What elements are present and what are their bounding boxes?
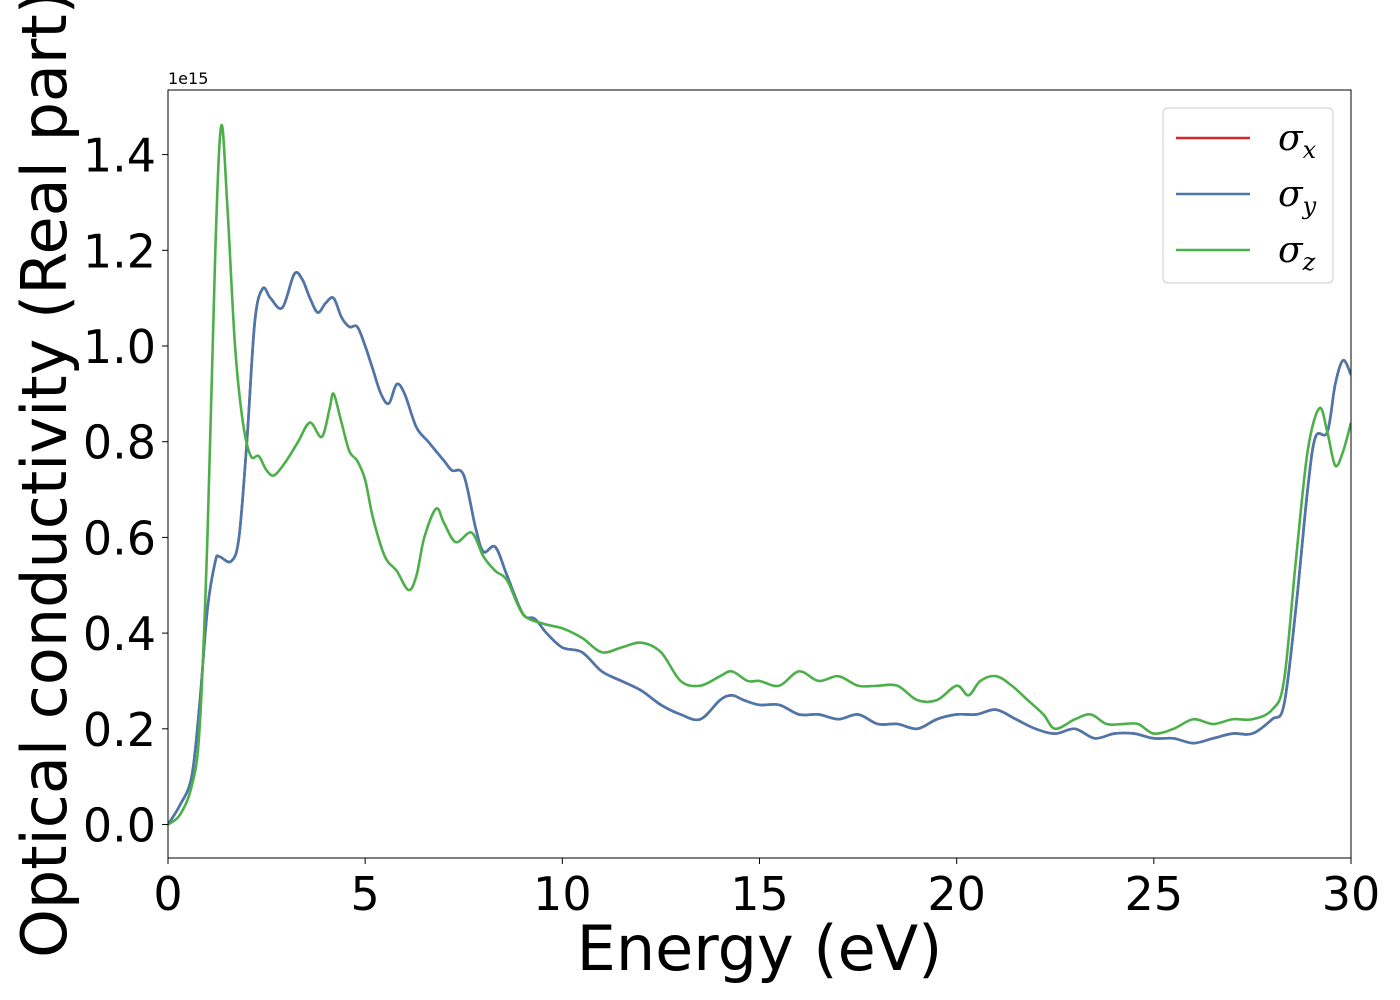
x-axis-title: Energy (eV): [577, 912, 943, 985]
series-layer: [168, 123, 1351, 826]
series-line-sigma-z: [168, 123, 1351, 826]
legend-label-sigma-z: σz: [1278, 230, 1316, 276]
y-axis: 0.0 0.2 0.4 0.6 0.8 1.0 1.2 1.4: [83, 129, 168, 853]
legend-box: [1162, 107, 1334, 284]
y-tick-label: 1.4: [83, 129, 156, 183]
x-tick-label: 20: [927, 867, 986, 921]
x-tick-label: 30: [1322, 867, 1381, 921]
x-tick-label: 10: [533, 867, 592, 921]
y-tick-label: 0.6: [83, 511, 156, 565]
y-tick-label: 0.4: [83, 607, 156, 661]
y-tick-label: 0.0: [83, 799, 156, 853]
y-tick-label: 0.2: [83, 703, 156, 757]
y-offset-label: 1e15: [168, 69, 208, 88]
legend: σx σy σz: [1162, 107, 1334, 284]
series-line-sigma-y: [168, 271, 1351, 826]
legend-label-sigma-x: σx: [1278, 118, 1317, 164]
y-axis-title: Optical conductivity (Real part): [8, 0, 81, 958]
x-tick-label: 15: [730, 867, 789, 921]
x-tick-label: 5: [351, 867, 380, 921]
x-tick-label: 25: [1125, 867, 1184, 921]
y-tick-label: 1.2: [83, 224, 156, 278]
x-tick-label: 0: [153, 867, 182, 921]
legend-label-sigma-y: σy: [1278, 174, 1317, 220]
y-tick-label: 0.8: [83, 416, 156, 470]
y-tick-label: 1.0: [83, 320, 156, 374]
x-axis: 0 5 10 15 20 25 30: [153, 858, 1380, 921]
